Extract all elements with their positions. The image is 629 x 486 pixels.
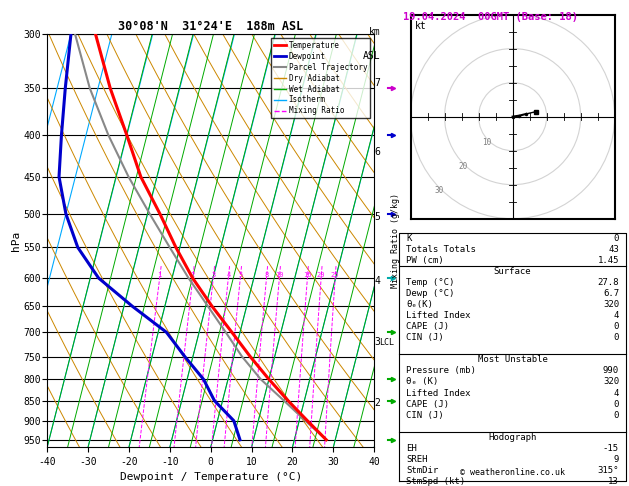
X-axis label: Dewpoint / Temperature (°C): Dewpoint / Temperature (°C) bbox=[120, 472, 302, 483]
Text: CAPE (J): CAPE (J) bbox=[406, 322, 449, 331]
Text: Temp (°C): Temp (°C) bbox=[406, 278, 455, 287]
Text: kt: kt bbox=[415, 21, 426, 31]
Text: CAPE (J): CAPE (J) bbox=[406, 399, 449, 409]
Text: 43: 43 bbox=[608, 245, 619, 254]
Text: Lifted Index: Lifted Index bbox=[406, 312, 470, 320]
Text: 3: 3 bbox=[375, 337, 381, 347]
Text: 990: 990 bbox=[603, 366, 619, 376]
Text: 20: 20 bbox=[317, 272, 325, 278]
Y-axis label: hPa: hPa bbox=[11, 230, 21, 251]
Text: 320: 320 bbox=[603, 378, 619, 386]
Text: CIN (J): CIN (J) bbox=[406, 411, 444, 419]
Text: 10: 10 bbox=[482, 138, 491, 147]
Text: 7: 7 bbox=[375, 78, 381, 88]
Text: 30: 30 bbox=[434, 186, 443, 195]
Text: 1.45: 1.45 bbox=[598, 256, 619, 265]
Text: 4: 4 bbox=[375, 276, 381, 286]
Text: ASL: ASL bbox=[363, 51, 381, 61]
Text: 20: 20 bbox=[458, 162, 467, 171]
Text: 25: 25 bbox=[331, 272, 340, 278]
Text: 4: 4 bbox=[614, 388, 619, 398]
Text: 315°: 315° bbox=[598, 466, 619, 475]
Text: SREH: SREH bbox=[406, 454, 428, 464]
Text: Hodograph: Hodograph bbox=[489, 433, 537, 442]
Text: Mixing Ratio (g/kg): Mixing Ratio (g/kg) bbox=[391, 193, 400, 288]
Text: Most Unstable: Most Unstable bbox=[477, 355, 548, 364]
Text: 2: 2 bbox=[191, 272, 195, 278]
Text: EH: EH bbox=[406, 444, 417, 452]
Text: 19.04.2024  00GMT (Base: 18): 19.04.2024 00GMT (Base: 18) bbox=[403, 12, 577, 22]
Text: 9: 9 bbox=[614, 454, 619, 464]
Text: 5: 5 bbox=[375, 212, 381, 222]
Text: -15: -15 bbox=[603, 444, 619, 452]
Legend: Temperature, Dewpoint, Parcel Trajectory, Dry Adiabat, Wet Adiabat, Isotherm, Mi: Temperature, Dewpoint, Parcel Trajectory… bbox=[271, 38, 370, 119]
Text: © weatheronline.co.uk: © weatheronline.co.uk bbox=[460, 468, 565, 477]
Text: 1: 1 bbox=[157, 272, 162, 278]
Text: 2: 2 bbox=[375, 398, 381, 408]
Text: 13: 13 bbox=[608, 477, 619, 486]
Text: Totals Totals: Totals Totals bbox=[406, 245, 476, 254]
Text: 0: 0 bbox=[614, 333, 619, 343]
Text: km: km bbox=[369, 27, 381, 37]
Text: LCL: LCL bbox=[379, 338, 394, 347]
Text: Lifted Index: Lifted Index bbox=[406, 388, 470, 398]
Text: 320: 320 bbox=[603, 300, 619, 310]
Text: 16: 16 bbox=[303, 272, 311, 278]
Text: 4: 4 bbox=[614, 312, 619, 320]
Text: 4: 4 bbox=[226, 272, 230, 278]
Text: 3: 3 bbox=[211, 272, 215, 278]
Text: StmDir: StmDir bbox=[406, 466, 438, 475]
Text: 10: 10 bbox=[275, 272, 284, 278]
Text: 5: 5 bbox=[238, 272, 242, 278]
Text: 0: 0 bbox=[614, 399, 619, 409]
Text: 0: 0 bbox=[614, 234, 619, 243]
Text: Surface: Surface bbox=[494, 267, 532, 277]
Text: PW (cm): PW (cm) bbox=[406, 256, 444, 265]
Text: θₑ(K): θₑ(K) bbox=[406, 300, 433, 310]
Text: 0: 0 bbox=[614, 411, 619, 419]
Text: StmSpd (kt): StmSpd (kt) bbox=[406, 477, 465, 486]
Text: 8: 8 bbox=[264, 272, 269, 278]
Title: 30°08'N  31°24'E  188m ASL: 30°08'N 31°24'E 188m ASL bbox=[118, 20, 303, 33]
Text: K: K bbox=[406, 234, 411, 243]
Text: θₑ (K): θₑ (K) bbox=[406, 378, 438, 386]
Text: Dewp (°C): Dewp (°C) bbox=[406, 289, 455, 298]
Text: 6.7: 6.7 bbox=[603, 289, 619, 298]
Text: CIN (J): CIN (J) bbox=[406, 333, 444, 343]
Text: 27.8: 27.8 bbox=[598, 278, 619, 287]
Text: 0: 0 bbox=[614, 322, 619, 331]
Text: Pressure (mb): Pressure (mb) bbox=[406, 366, 476, 376]
Text: 6: 6 bbox=[375, 147, 381, 157]
